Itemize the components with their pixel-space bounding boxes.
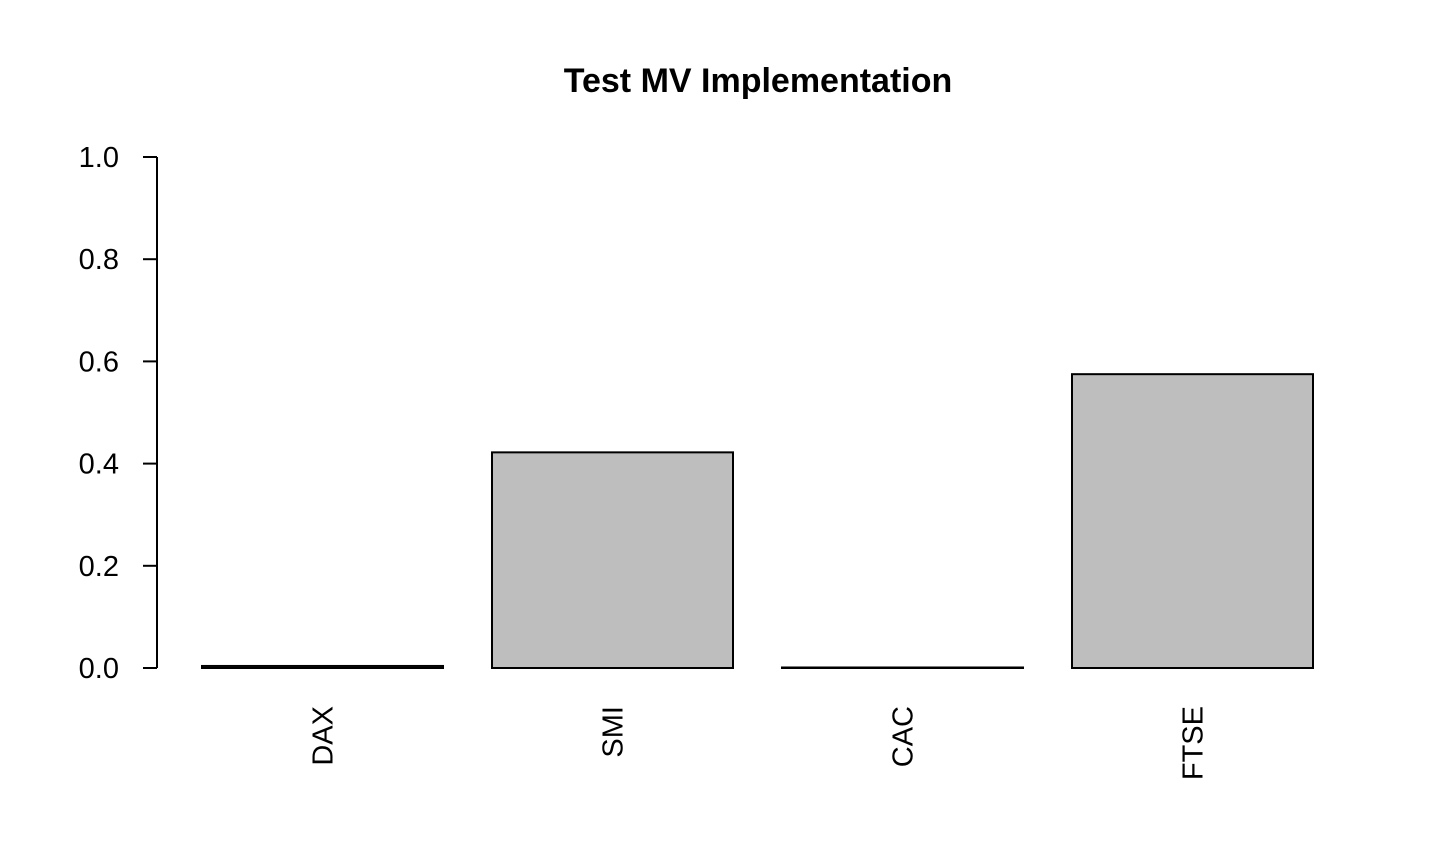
bar-ftse xyxy=(1071,373,1314,669)
x-category-label: CAC xyxy=(888,706,920,767)
y-axis-ticks: 0.0 0.2 0.4 0.6 0.8 1.0 xyxy=(79,142,157,685)
y-tick-label: 0.8 xyxy=(79,244,119,276)
bar-cac xyxy=(781,666,1024,670)
y-tick-label: 1.0 xyxy=(79,142,119,174)
bar-dax xyxy=(201,664,444,669)
y-tick-label: 0.4 xyxy=(79,449,119,481)
x-category-label: SMI xyxy=(598,706,630,758)
y-tick-label: 0.0 xyxy=(79,653,119,685)
x-axis-labels: DAX SMI CAC FTSE xyxy=(308,706,1210,780)
x-category-label: FTSE xyxy=(1178,706,1210,780)
chart-title: Test MV Implementation xyxy=(564,62,953,100)
bar-smi xyxy=(491,451,734,669)
y-tick-label: 0.2 xyxy=(79,551,119,583)
x-category-label: DAX xyxy=(308,706,340,766)
y-tick-label: 0.6 xyxy=(79,346,119,378)
bars xyxy=(201,373,1314,670)
